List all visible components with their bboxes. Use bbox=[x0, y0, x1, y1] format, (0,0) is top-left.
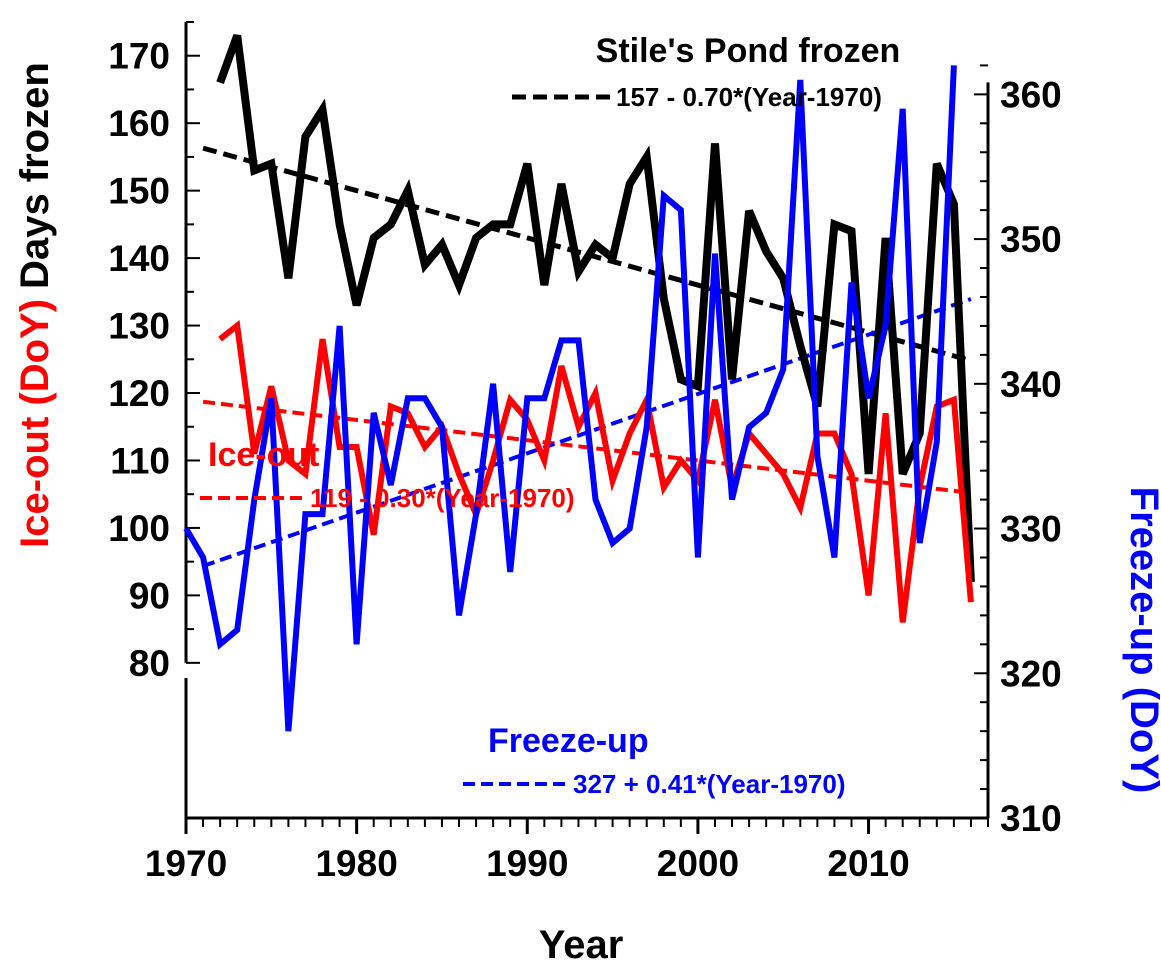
x-tick-label: 2000 bbox=[657, 843, 739, 884]
x-tick-label: 1980 bbox=[315, 843, 397, 884]
y-left-tick-label: 140 bbox=[108, 238, 170, 279]
trend-label-frozen: 157 - 0.70*(Year-1970) bbox=[616, 82, 882, 112]
y-left-tick-label: 150 bbox=[108, 171, 170, 212]
labels: Year Ice-out (DoY) Days frozen Freeze-up … bbox=[13, 32, 1161, 965]
series-name-frozen: Stile's Pond frozen bbox=[596, 32, 901, 70]
y-left-tick-label: 100 bbox=[108, 508, 170, 549]
y-right-tick-label: 330 bbox=[1000, 509, 1062, 550]
y-right-tick-label: 320 bbox=[1000, 653, 1062, 694]
x-tick-label: 1970 bbox=[145, 843, 227, 884]
y-axis-title-days-frozen: Days frozen bbox=[13, 62, 57, 289]
y-axis-title-right: Freeze-up (DoY) bbox=[1122, 487, 1161, 794]
y-right-tick-label: 340 bbox=[1000, 364, 1062, 405]
y-right-tick-label: 310 bbox=[1000, 798, 1062, 839]
series-name-ice-out: Ice-out bbox=[208, 436, 319, 474]
y-left-tick-label: 170 bbox=[108, 36, 170, 77]
x-tick-label: 2010 bbox=[827, 843, 909, 884]
y-left-tick-label: 160 bbox=[108, 103, 170, 144]
series-name-freeze-up: Freeze-up bbox=[488, 722, 649, 760]
series-lines bbox=[183, 34, 975, 732]
series-line bbox=[183, 65, 957, 732]
y-left-tick-label: 110 bbox=[110, 440, 170, 481]
y-left-tick-label: 80 bbox=[129, 643, 170, 684]
legend-keys bbox=[200, 94, 612, 786]
x-axis-title: Year bbox=[539, 923, 624, 965]
trend-label-freeze-up: 327 + 0.41*(Year-1970) bbox=[573, 769, 846, 799]
y-axis-title-ice-out: Ice-out (DoY) bbox=[13, 299, 57, 548]
y-left-tick-label: 90 bbox=[129, 575, 170, 616]
y-right-tick-label: 360 bbox=[1000, 74, 1062, 115]
trend-label-ice-out: 119 - 0.30*(Year-1970) bbox=[310, 483, 575, 513]
y-left-tick-label: 120 bbox=[108, 373, 170, 414]
series-line bbox=[216, 34, 975, 583]
y-axis-title-left: Ice-out (DoY) Days frozen bbox=[13, 62, 57, 548]
axes: 1970 1980 1990 2000 2010 80 90 100 110 120 130 140 1… bbox=[108, 21, 1062, 884]
y-right-tick-label: 350 bbox=[1000, 219, 1062, 260]
x-tick-label: 1990 bbox=[486, 843, 568, 884]
y-left-tick-label: 130 bbox=[108, 306, 170, 347]
